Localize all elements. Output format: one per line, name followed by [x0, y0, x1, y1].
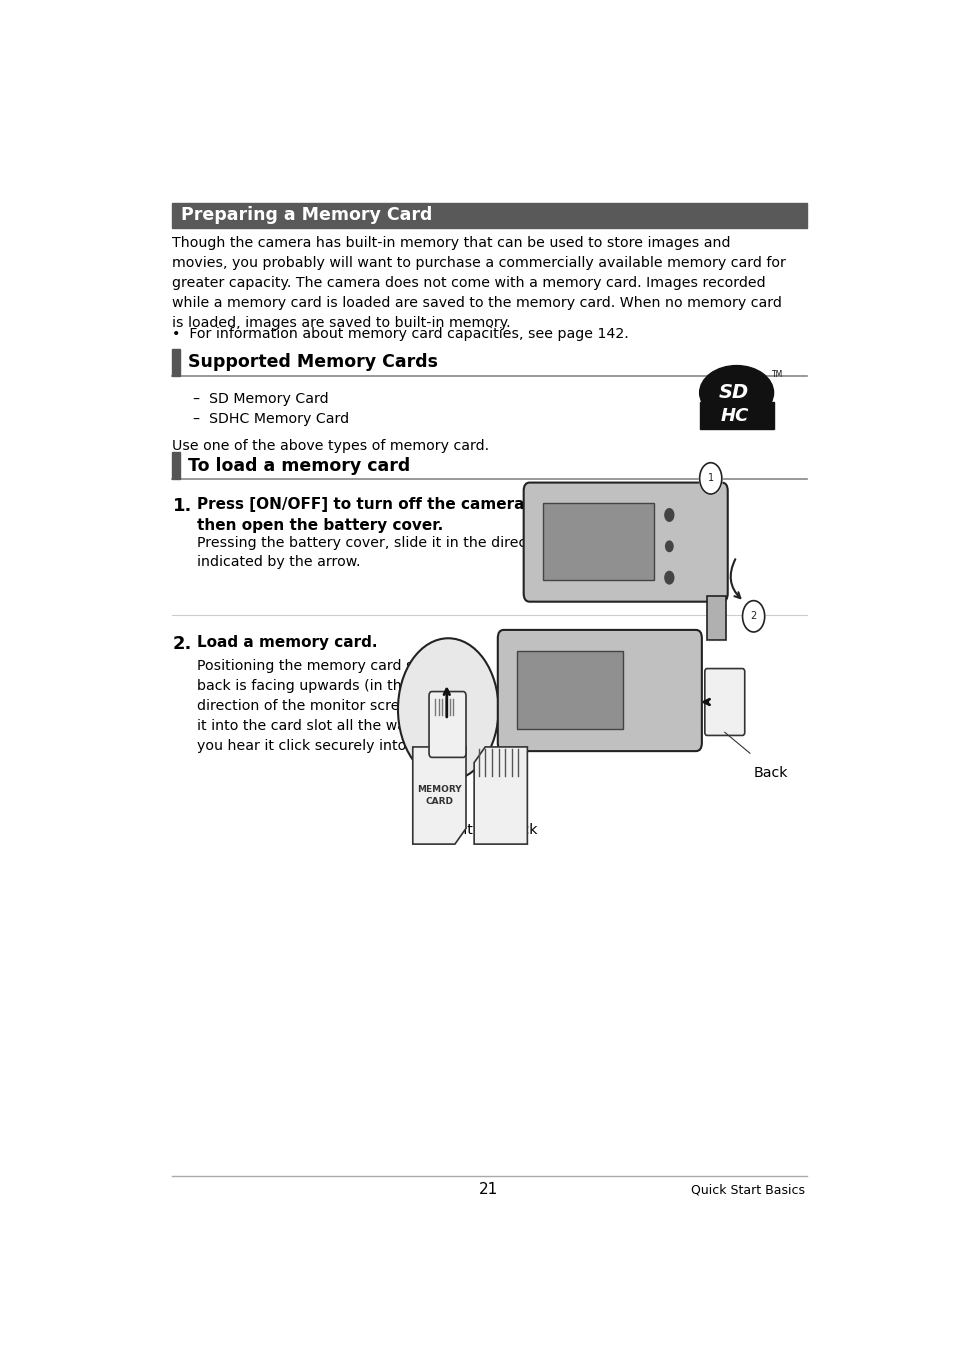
Text: Supported Memory Cards: Supported Memory Cards — [188, 353, 437, 372]
Text: SD: SD — [718, 383, 748, 402]
Text: To load a memory card: To load a memory card — [188, 457, 410, 475]
Text: 1.: 1. — [172, 497, 192, 516]
Text: Quick Start Basics: Quick Start Basics — [691, 1183, 804, 1197]
Bar — [172, 349, 180, 376]
Bar — [699, 402, 773, 429]
Text: –  SDHC Memory Card: – SDHC Memory Card — [193, 411, 349, 426]
Text: –  SD Memory Card: – SD Memory Card — [193, 392, 329, 406]
Text: Pressing the battery cover, slide it in the direction
indicated by the arrow.: Pressing the battery cover, slide it in … — [196, 536, 553, 570]
Text: Press [ON/OFF] to turn off the camera and
then open the battery cover.: Press [ON/OFF] to turn off the camera an… — [196, 497, 561, 533]
Bar — [542, 503, 654, 579]
Text: Front: Front — [437, 824, 473, 837]
Bar — [172, 202, 806, 228]
Text: Use one of the above types of memory card.: Use one of the above types of memory car… — [172, 438, 489, 453]
Text: Back: Back — [503, 824, 537, 837]
FancyBboxPatch shape — [429, 692, 465, 757]
Text: 2.: 2. — [172, 635, 192, 653]
FancyBboxPatch shape — [704, 669, 744, 735]
Text: Positioning the memory card so its
back is facing upwards (in the
direction of t: Positioning the memory card so its back … — [196, 660, 467, 753]
Bar — [517, 651, 622, 729]
Ellipse shape — [699, 365, 773, 419]
Text: Preparing a Memory Card: Preparing a Memory Card — [181, 206, 433, 224]
Text: •  For information about memory card capacities, see page 142.: • For information about memory card capa… — [172, 327, 629, 341]
Circle shape — [664, 571, 673, 584]
Text: 2: 2 — [750, 611, 756, 622]
Polygon shape — [474, 746, 527, 844]
Text: Back: Back — [753, 765, 787, 780]
Circle shape — [741, 601, 764, 632]
Circle shape — [665, 541, 672, 551]
Circle shape — [699, 463, 721, 494]
Circle shape — [664, 509, 673, 521]
Circle shape — [397, 638, 498, 780]
Bar — [706, 597, 724, 641]
Polygon shape — [413, 746, 465, 844]
Bar — [172, 452, 180, 479]
FancyBboxPatch shape — [523, 483, 727, 601]
Text: 1: 1 — [707, 474, 713, 483]
Text: 21: 21 — [478, 1182, 498, 1197]
FancyBboxPatch shape — [497, 630, 701, 752]
Text: Load a memory card.: Load a memory card. — [196, 635, 377, 650]
Text: MEMORY
CARD: MEMORY CARD — [416, 786, 461, 806]
Text: Though the camera has built-in memory that can be used to store images and
movie: Though the camera has built-in memory th… — [172, 236, 785, 330]
Text: TM: TM — [771, 370, 782, 380]
Text: HC: HC — [720, 407, 748, 425]
